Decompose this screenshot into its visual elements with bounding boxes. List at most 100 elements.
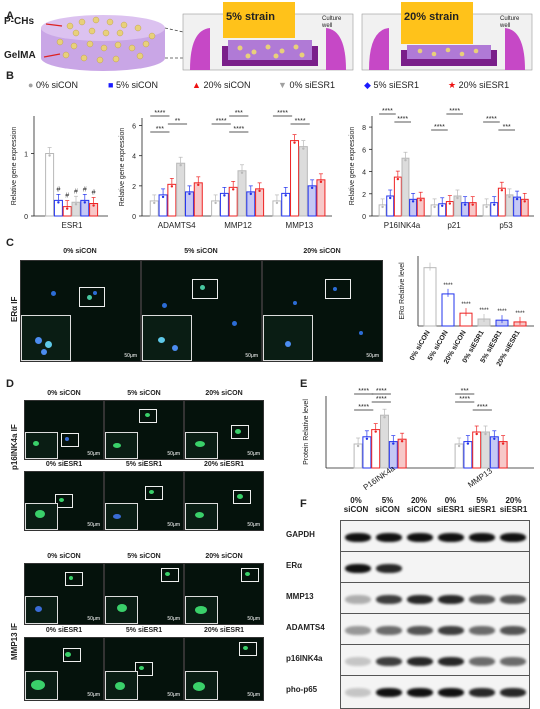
bar bbox=[362, 436, 372, 469]
data-point bbox=[389, 196, 392, 200]
data-point bbox=[508, 195, 511, 199]
category-label: MMP13 bbox=[466, 466, 494, 489]
wb-band bbox=[438, 595, 464, 604]
wb-band bbox=[438, 533, 464, 542]
scale-bar-label: 50μm bbox=[247, 451, 260, 457]
bar bbox=[255, 188, 265, 217]
data-point bbox=[365, 437, 369, 440]
data-point bbox=[66, 207, 69, 210]
wb-band bbox=[345, 657, 371, 666]
data-point bbox=[485, 205, 488, 209]
legend-item: ■ 5% siCON bbox=[108, 80, 192, 94]
significance-mark: **** bbox=[277, 110, 288, 117]
wb-row-label: ERα bbox=[286, 561, 303, 570]
wb-lane-row bbox=[340, 675, 530, 709]
category-label: p21 bbox=[447, 221, 461, 230]
bar bbox=[246, 191, 256, 217]
data-point bbox=[302, 147, 305, 150]
triangle-marker-icon: ▲ bbox=[192, 80, 201, 90]
wb-band bbox=[407, 688, 433, 697]
wb-lane-row bbox=[340, 644, 530, 678]
data-point bbox=[411, 200, 415, 203]
bar bbox=[307, 185, 317, 217]
wb-band bbox=[345, 564, 371, 573]
significance-mark: *** bbox=[461, 388, 469, 395]
significance-mark: **** bbox=[216, 118, 227, 125]
data-point bbox=[284, 194, 287, 197]
data-point bbox=[523, 200, 526, 203]
bar bbox=[237, 170, 247, 217]
data-point bbox=[258, 189, 261, 193]
if-image-20-sicon: 50μm bbox=[262, 260, 383, 362]
d-title: 20% siCON bbox=[205, 390, 243, 397]
bar bbox=[281, 192, 291, 217]
zoom-box bbox=[192, 279, 218, 299]
legend-label: 20% siCON bbox=[203, 80, 251, 90]
if-image-0-sicon: 50μm bbox=[20, 260, 141, 362]
wb-row-label: GAPDH bbox=[286, 530, 315, 539]
data-point bbox=[197, 183, 200, 187]
if-image: 50μm bbox=[104, 400, 184, 460]
wb-band bbox=[438, 626, 464, 635]
bar bbox=[316, 179, 326, 217]
y-tick-label: 0 bbox=[362, 214, 366, 221]
bar bbox=[353, 443, 363, 469]
bar bbox=[520, 198, 529, 217]
scale-bar-label: 50μm bbox=[247, 522, 260, 528]
data-point bbox=[57, 201, 60, 204]
if-image: 50μm bbox=[24, 637, 104, 701]
bar bbox=[498, 441, 508, 469]
scale-bar-label: 50μm bbox=[247, 692, 260, 698]
wb-band bbox=[376, 626, 402, 635]
data-point bbox=[293, 141, 296, 144]
diamond-marker-icon: ◆ bbox=[364, 80, 371, 90]
y-tick-label: 6 bbox=[132, 124, 136, 131]
significance-mark: **** bbox=[461, 302, 471, 308]
scale-bar-label: 50μm bbox=[247, 616, 260, 622]
d-title: 20% siESR1 bbox=[203, 461, 245, 468]
wb-band bbox=[376, 688, 402, 697]
data-point bbox=[400, 440, 404, 443]
scale-bar-label: 50μm bbox=[87, 616, 100, 622]
scale-bar-label: 50μm bbox=[167, 451, 180, 457]
strain-20-label: 20% strain bbox=[404, 11, 460, 23]
zoom-box bbox=[325, 279, 351, 299]
data-point bbox=[356, 444, 360, 448]
y-axis-label: Relative gene expression bbox=[349, 127, 356, 206]
significance-mark: *** bbox=[156, 126, 164, 133]
data-point bbox=[404, 159, 407, 162]
wb-column-label: 5% siESR1 bbox=[468, 496, 496, 514]
bar bbox=[481, 431, 490, 469]
data-point bbox=[463, 203, 467, 206]
gelma-label: GelMA bbox=[4, 50, 36, 61]
zoom-inset bbox=[142, 315, 192, 361]
y-tick-label: 2 bbox=[362, 192, 366, 199]
bar bbox=[441, 293, 455, 327]
y-axis-label: Relative gene expression bbox=[11, 127, 18, 206]
significance-mark: **** bbox=[497, 309, 507, 315]
data-point bbox=[466, 442, 470, 445]
legend-label: 0% siESR1 bbox=[289, 80, 335, 90]
data-point bbox=[310, 186, 314, 190]
wb-band bbox=[469, 657, 495, 666]
bar bbox=[298, 146, 308, 217]
data-point bbox=[441, 204, 444, 207]
significance-mark: # bbox=[65, 193, 69, 200]
data-point bbox=[374, 430, 377, 433]
wb-band bbox=[376, 595, 402, 604]
wb-band bbox=[438, 657, 464, 666]
zoom-box bbox=[79, 287, 105, 307]
data-point bbox=[456, 196, 459, 200]
d-title: 0% siCON bbox=[47, 553, 81, 560]
panel-label-e: E bbox=[300, 378, 308, 390]
mmp13-if-label: MMP13 IF bbox=[10, 623, 19, 660]
wb-lane-row bbox=[340, 582, 530, 616]
data-point bbox=[515, 197, 519, 201]
wb-row-label: pho-p65 bbox=[286, 685, 318, 694]
category-label: P16INK4a bbox=[384, 221, 421, 230]
if-image: 50μm bbox=[184, 471, 264, 531]
if-image: 50μm bbox=[24, 471, 104, 531]
wb-band bbox=[407, 595, 433, 604]
wb-band bbox=[376, 533, 402, 542]
significance-mark: **** bbox=[515, 311, 525, 317]
